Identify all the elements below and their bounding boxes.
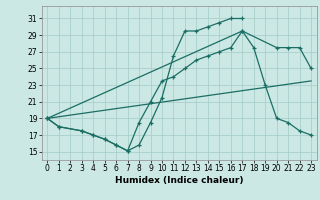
X-axis label: Humidex (Indice chaleur): Humidex (Indice chaleur) <box>115 176 244 185</box>
